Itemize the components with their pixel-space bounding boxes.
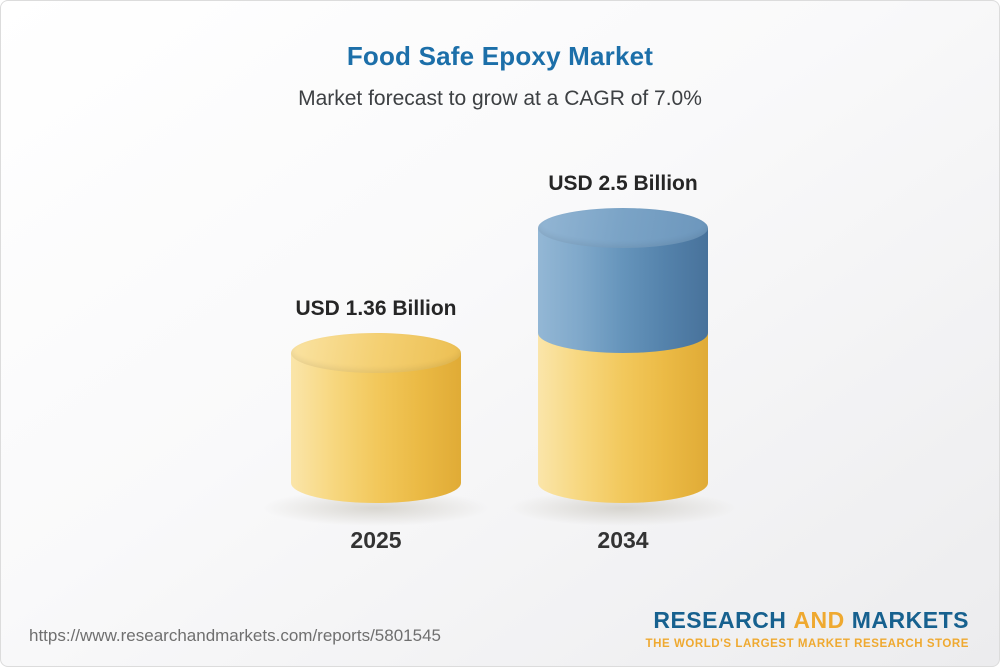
chart-subtitle: Market forecast to grow at a CAGR of 7.0… — [298, 87, 702, 110]
category-label-2025: 2025 — [350, 526, 402, 553]
logo-tagline: THE WORLD'S LARGEST MARKET RESEARCH STOR… — [645, 638, 969, 650]
cylinder-segment-2034-growth — [538, 228, 708, 354]
cylinder-cap-2025 — [291, 333, 461, 374]
logo-wordmark: RESEARCH AND MARKETS — [646, 607, 969, 634]
value-label-2034: USD 2.5 Billion — [548, 172, 698, 195]
report-url-link[interactable]: https://www.researchandmarkets.com/repor… — [29, 626, 441, 645]
logo-word-and: AND — [793, 607, 845, 633]
value-label-2025: USD 1.36 Billion — [295, 297, 457, 321]
bar-2034: USD 2.5 Billion 2034 — [510, 172, 736, 553]
logo-word-markets: MARKETS — [851, 607, 969, 633]
cylinder-cap-2034 — [538, 208, 708, 248]
cylinder-segment-2025-base — [291, 353, 461, 503]
chart-title: Food Safe Epoxy Market — [346, 41, 654, 71]
bar-2025: USD 1.36 Billion 2025 — [263, 297, 489, 553]
category-label-2034: 2034 — [597, 527, 649, 553]
research-and-markets-logo: RESEARCH AND MARKETS THE WORLD'S LARGEST… — [646, 607, 969, 650]
cylinder-segment-2034-base — [538, 333, 708, 503]
chart-header: Food Safe Epoxy Market Market forecast t… — [1, 41, 999, 111]
logo-word-research: RESEARCH — [653, 607, 787, 633]
